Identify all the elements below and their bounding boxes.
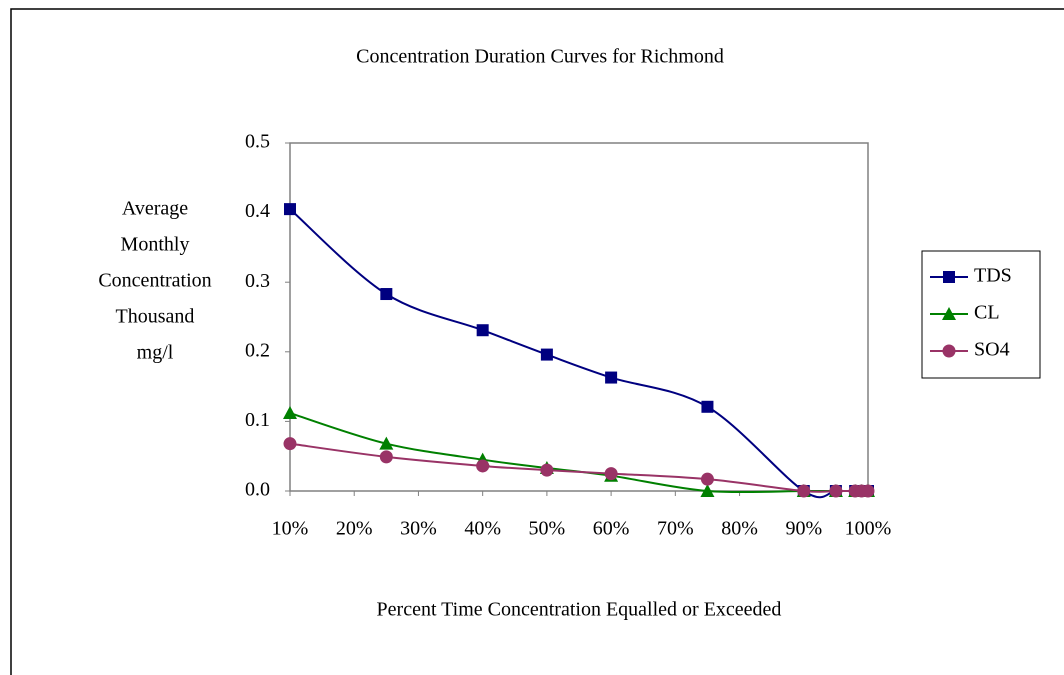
x-tick-label: 50% [529, 518, 566, 540]
y-tick-label: 0.3 [245, 270, 270, 292]
x-tick-label: 100% [845, 518, 892, 540]
marker [540, 348, 553, 361]
series-line [289, 442, 868, 493]
marker [379, 450, 393, 464]
y-tick-label: 0.5 [245, 131, 270, 153]
frame [10, 8, 1064, 675]
marker [380, 288, 393, 301]
y-tick-label: 0.0 [245, 479, 270, 501]
series-line [289, 412, 868, 494]
marker [861, 484, 875, 498]
plot-area [289, 142, 869, 492]
marker [604, 467, 618, 481]
x-tick-label: 60% [593, 518, 630, 540]
marker [700, 484, 715, 497]
chart-title: Concentration Duration Curves for Richmo… [356, 46, 724, 68]
legend-label: CL [974, 302, 1000, 324]
marker [700, 472, 714, 486]
series-line [289, 208, 868, 499]
y-tick-label: 0.4 [245, 200, 270, 222]
legend-marker [942, 307, 956, 320]
x-tick-label: 70% [657, 518, 694, 540]
marker [283, 406, 297, 420]
marker [797, 484, 811, 498]
y-axis-title: Concentration [98, 270, 211, 292]
y-axis-title: Thousand [116, 306, 195, 328]
marker [476, 324, 489, 337]
legend-label: TDS [974, 265, 1012, 287]
x-axis-title: Percent Time Concentration Equalled or E… [377, 599, 782, 621]
marker [379, 436, 394, 450]
y-axis-title: Average [122, 198, 188, 220]
x-tick-label: 80% [721, 518, 758, 540]
marker [605, 371, 618, 384]
y-axis-title: Monthly [121, 234, 190, 256]
marker [476, 459, 490, 473]
legend-label: SO4 [974, 339, 1010, 361]
marker [540, 463, 554, 477]
legend-marker [943, 271, 955, 283]
marker [284, 203, 296, 216]
y-tick-label: 0.2 [245, 339, 270, 361]
x-tick-label: 20% [336, 518, 373, 540]
marker [701, 400, 714, 413]
x-tick-label: 30% [400, 518, 437, 540]
x-tick-label: 90% [785, 518, 822, 540]
marker [829, 484, 843, 498]
x-tick-label: 40% [464, 518, 501, 540]
y-tick-label: 0.1 [245, 409, 270, 431]
marker [283, 437, 297, 451]
y-axis-title: mg/l [137, 342, 174, 364]
x-tick-label: 10% [272, 518, 309, 540]
legend-marker [942, 344, 956, 358]
